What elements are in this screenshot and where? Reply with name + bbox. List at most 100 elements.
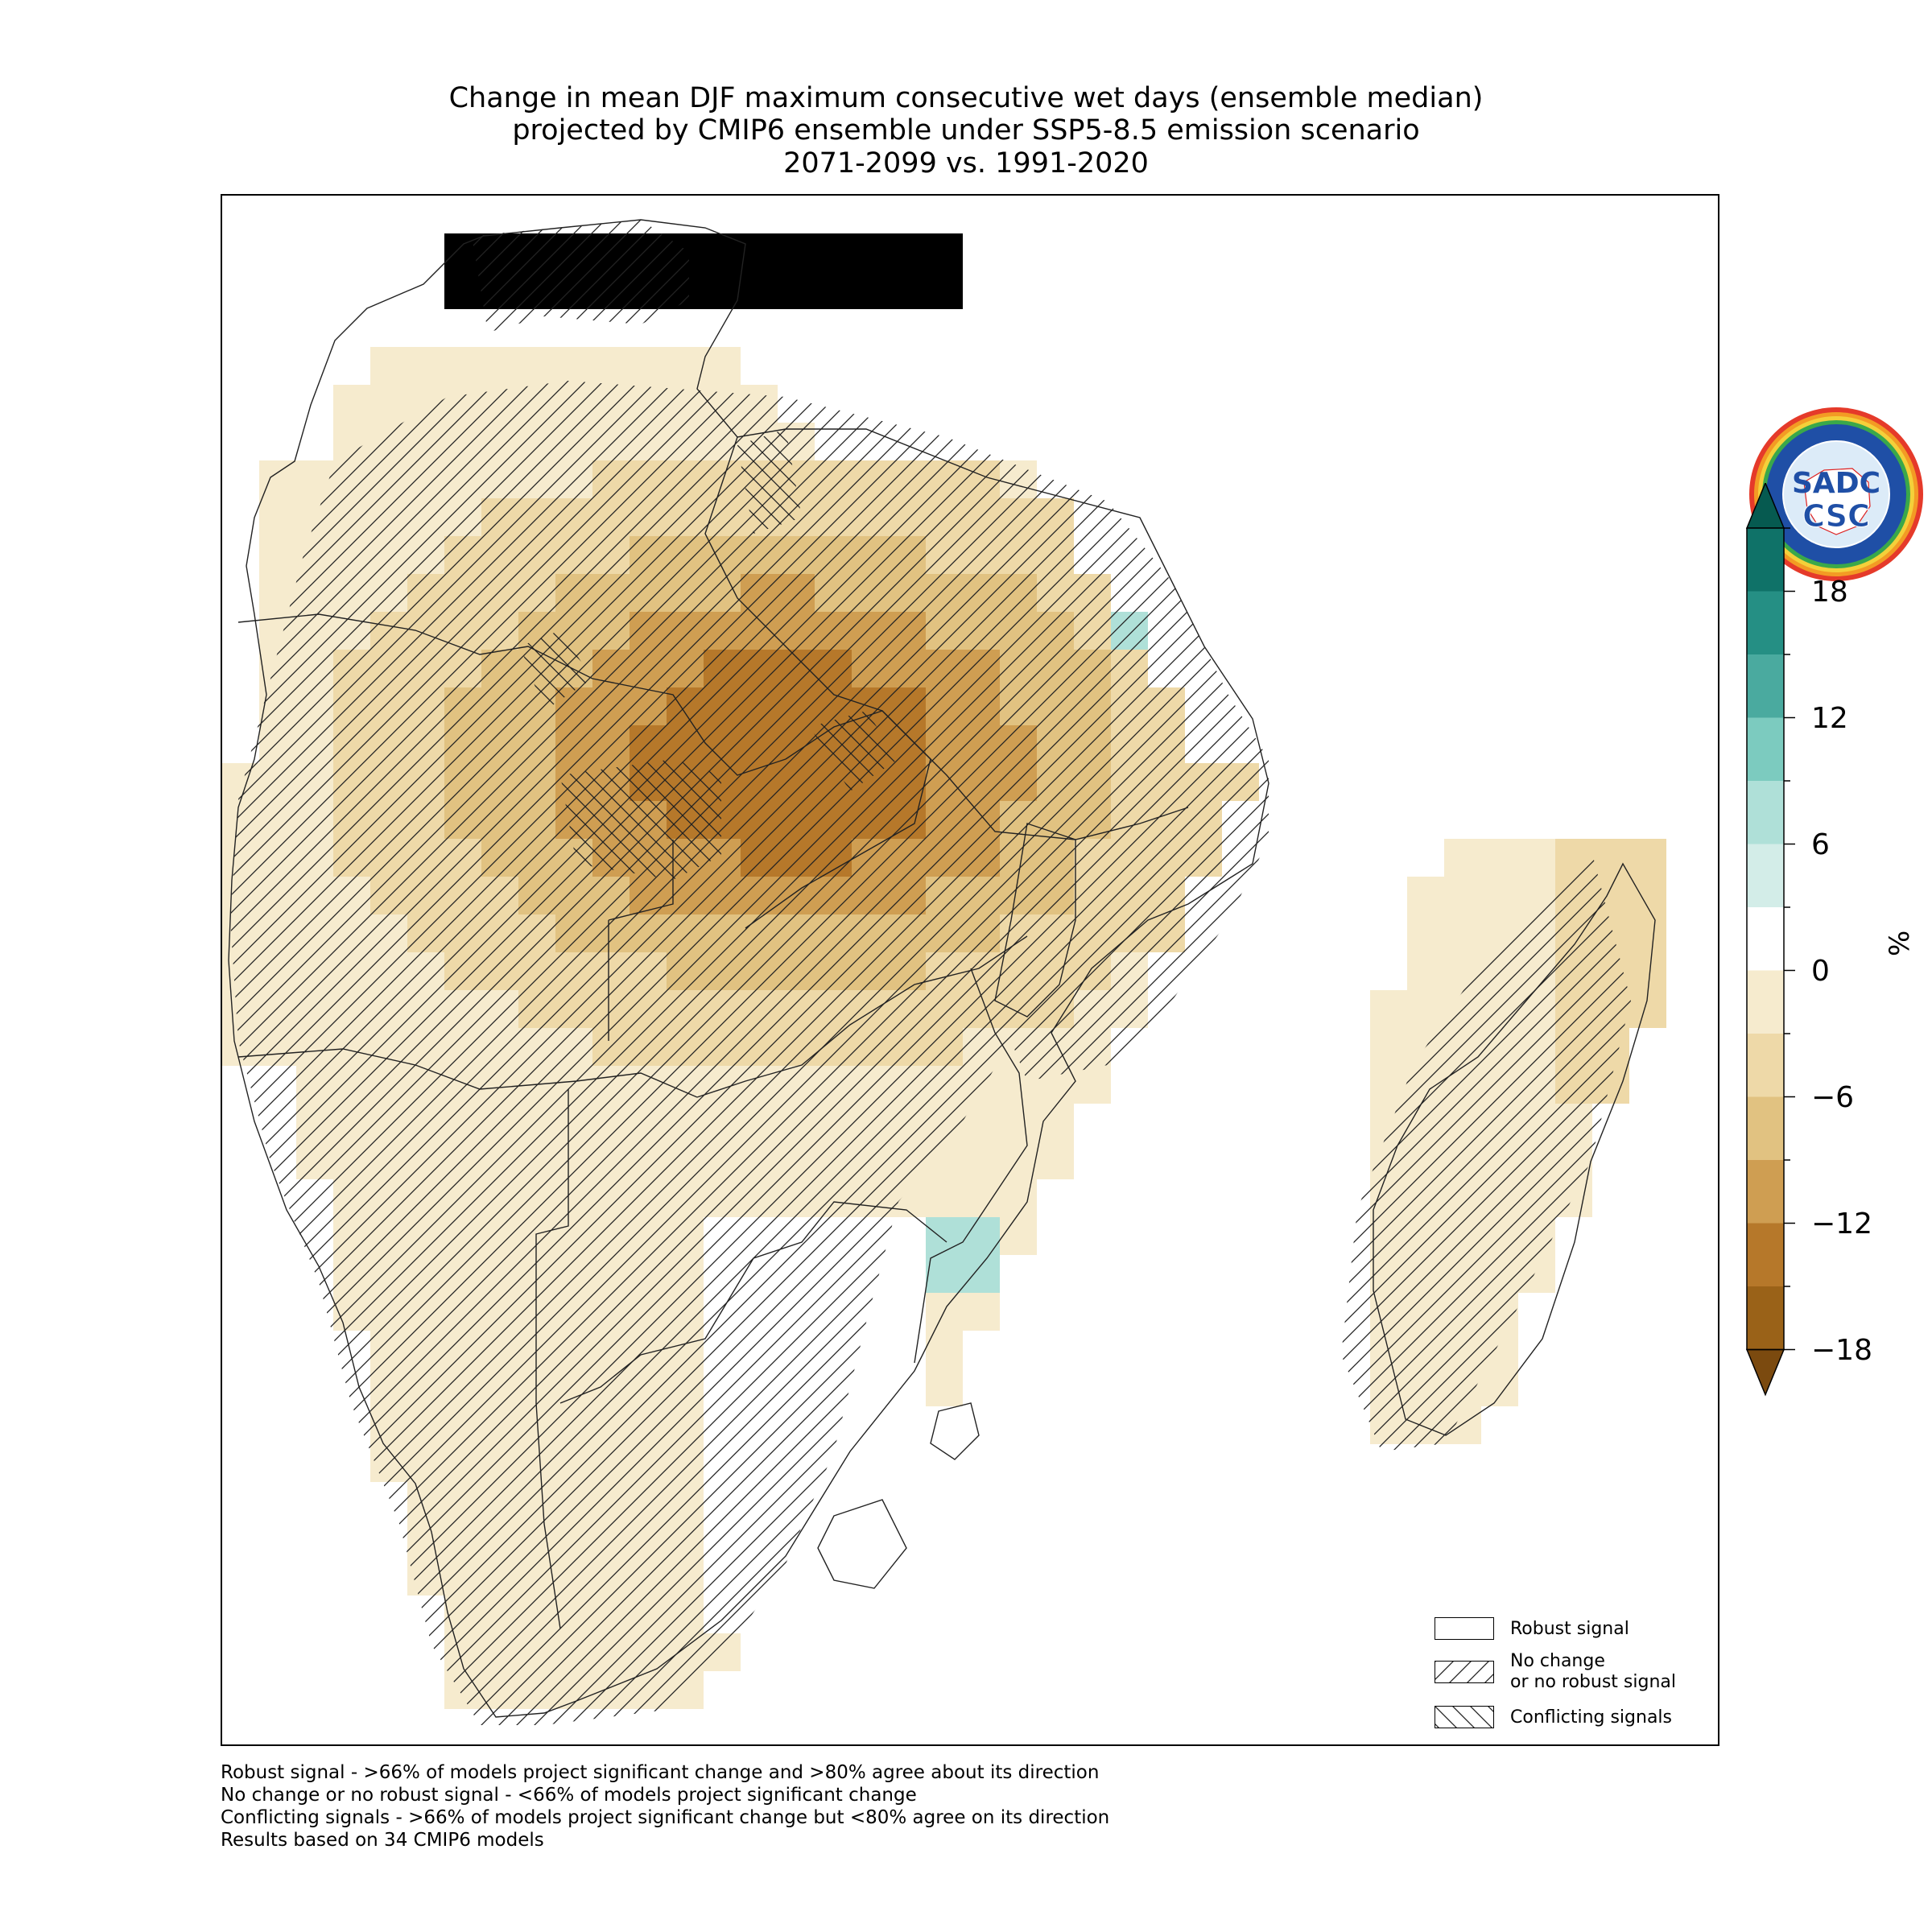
grid-cell	[815, 271, 852, 309]
grid-cell	[1629, 914, 1666, 952]
border-drc-inner	[608, 840, 674, 1041]
grid-cell	[963, 1179, 1000, 1217]
grid-cell	[667, 347, 704, 385]
border-mozambique	[914, 968, 1028, 1364]
grid-cell	[926, 233, 963, 271]
grid-cell	[1370, 990, 1407, 1028]
colorbar-extend-low	[1745, 1348, 1785, 1397]
border-south-africa-lesotho	[817, 1499, 907, 1589]
border-malawi	[994, 823, 1076, 1018]
grid-cell	[333, 385, 370, 423]
svg-text:SADC: SADC	[1792, 467, 1880, 500]
grid-cell	[889, 233, 926, 271]
grid-cell	[407, 347, 444, 385]
colorbar-segment	[1747, 907, 1784, 971]
border-eswatini	[930, 1402, 980, 1460]
legend-label-conflicting: Conflicting signals	[1510, 1707, 1673, 1728]
grid-cell	[852, 1406, 889, 1444]
grid-cell	[852, 1368, 889, 1406]
legend-swatch-robust	[1435, 1617, 1494, 1640]
colorbar-segment	[1747, 717, 1784, 782]
footnote-models: Results based on 34 CMIP6 models	[221, 1830, 544, 1851]
grid-cell	[444, 271, 481, 309]
grid-cell	[1407, 952, 1444, 990]
border-botswana-southafrica	[559, 1201, 947, 1404]
colorbar-tick-12: 12	[1811, 702, 1848, 735]
coastline-madagascar	[1373, 862, 1656, 1436]
grid-cell	[1037, 1104, 1074, 1141]
footnote-nochange: No change or no robust signal - <66% of …	[221, 1785, 917, 1806]
grid-cell	[704, 271, 741, 309]
grid-cell	[889, 271, 926, 309]
grid-cell	[889, 1293, 926, 1331]
colorbar-tick-neg6: −6	[1811, 1081, 1855, 1114]
grid-cell	[1000, 1104, 1037, 1141]
grid-cell	[1444, 839, 1481, 877]
grid-cell	[1481, 877, 1518, 914]
grid-cell	[1074, 1066, 1111, 1104]
grid-cell	[259, 498, 296, 536]
colorbar-segment	[1747, 591, 1784, 655]
title-line-1: Change in mean DJF maximum consecutive w…	[448, 82, 1484, 114]
grid-cell	[704, 347, 741, 385]
grid-cell	[444, 309, 481, 347]
grid-cell	[1481, 1368, 1518, 1406]
colorbar-tick-18: 18	[1811, 576, 1848, 609]
colorbar-segment	[1747, 844, 1784, 908]
country-borders	[228, 219, 1656, 1718]
coastline-mainland	[228, 219, 1269, 1718]
legend-label-nochange-2: or no robust signal	[1510, 1672, 1676, 1692]
grid-cell	[1629, 952, 1666, 990]
grid-cell	[889, 1406, 926, 1444]
grid-cell	[1000, 1141, 1037, 1179]
grid-cell	[778, 271, 815, 309]
grid-cell	[741, 233, 778, 271]
colorbar-segment	[1747, 781, 1784, 844]
grid-cell	[926, 1217, 963, 1255]
colorbar-tick-neg18: −18	[1811, 1334, 1872, 1367]
hatch-no-robust-signal	[230, 381, 1269, 1725]
grid-cell	[963, 1293, 1000, 1331]
hatch-conflicting-signals	[737, 429, 802, 534]
hatching-overlay	[230, 220, 1631, 1725]
grid-cell	[963, 1141, 1000, 1179]
grid-cell	[1592, 839, 1629, 877]
colorbar-segment	[1747, 1160, 1784, 1224]
hatch-conflicting-signals	[810, 711, 898, 791]
colorbar-segment	[1747, 654, 1784, 718]
hatch-no-robust-signal	[472, 220, 689, 332]
title-line-2: projected by CMIP6 ensemble under SSP5-8…	[512, 114, 1420, 147]
colorbar-unit: %	[1884, 930, 1916, 956]
border-drc-zambia	[745, 710, 931, 929]
colorbar-segment	[1747, 1096, 1784, 1161]
grid-cell	[815, 233, 852, 271]
grid-cell	[667, 309, 704, 347]
map-panel: SADC CSC Robust signal No change or no r…	[221, 194, 1923, 1746]
grid-cell	[1481, 839, 1518, 877]
grid-cell	[592, 347, 630, 385]
grid-cell	[407, 309, 444, 347]
border-namibia-botswana	[535, 1089, 569, 1629]
legend-swatch-nochange	[1435, 1661, 1494, 1683]
grid-cell	[852, 233, 889, 271]
grid-cell	[1370, 1028, 1407, 1066]
border-zambia-zimbabwe	[696, 935, 1028, 1098]
footnote-conflicting: Conflicting signals - >66% of models pro…	[221, 1807, 1110, 1828]
grid-cell	[555, 347, 592, 385]
grid-cell	[889, 1255, 926, 1293]
colorbar-extend-high	[1745, 483, 1785, 529]
sadc-csc-logo: SADC CSC	[1748, 406, 1925, 583]
colorbar-tick-0: 0	[1811, 955, 1830, 988]
svg-text:CSC: CSC	[1802, 498, 1870, 534]
grid-cell	[1629, 839, 1666, 877]
grid-cell	[1000, 1179, 1037, 1217]
border-drc-angola	[237, 613, 786, 776]
legend-label-nochange-1: No change	[1510, 1651, 1605, 1671]
grid-cell	[1370, 1066, 1407, 1104]
grid-cell	[370, 385, 407, 423]
grid-cell	[852, 271, 889, 309]
grid-cell	[630, 347, 667, 385]
grid-cell	[963, 1217, 1000, 1255]
grid-cell	[926, 1179, 963, 1217]
grid-cell	[444, 347, 481, 385]
